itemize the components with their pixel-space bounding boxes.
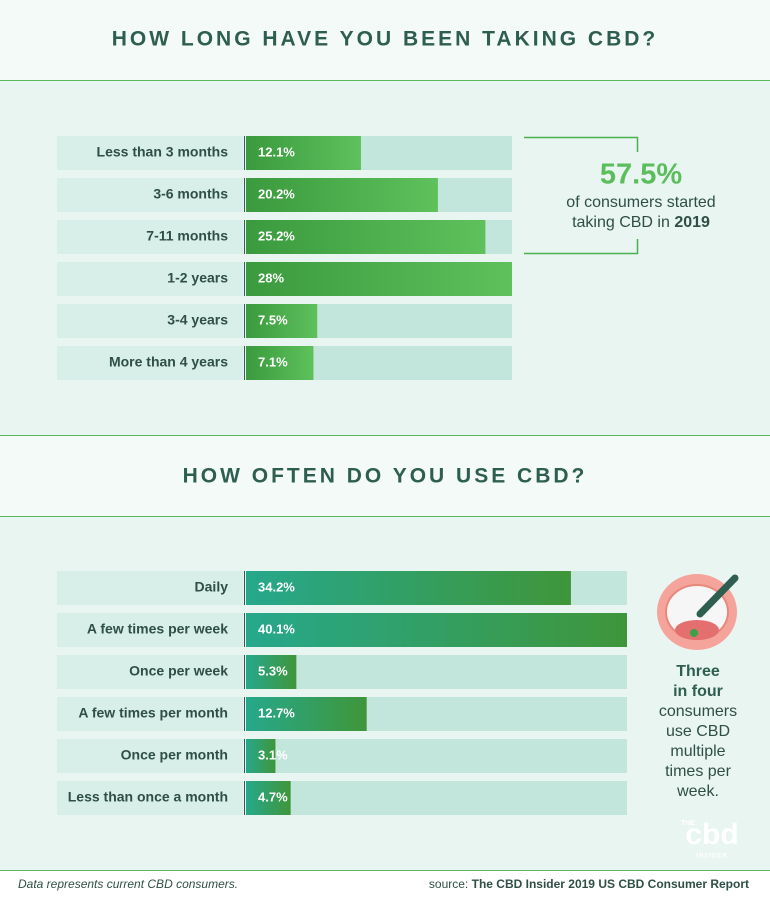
logo-main: cbd (685, 818, 738, 851)
category-label: Once per month (121, 747, 228, 763)
callout-text: of consumers started (566, 194, 715, 211)
bar-track (246, 739, 627, 773)
callout-text: use CBD (666, 723, 730, 740)
value-label: 34.2% (258, 579, 295, 594)
callout-emphasis: Three (676, 663, 720, 680)
label-cell (57, 655, 243, 689)
value-label: 5.3% (258, 663, 288, 678)
footer-bg (0, 870, 770, 899)
category-label: More than 4 years (109, 354, 228, 370)
label-cell (57, 220, 243, 254)
bar (246, 781, 291, 815)
category-label: 3-6 months (153, 186, 228, 202)
callout-emphasis: in four (673, 683, 723, 700)
label-cell (57, 781, 243, 815)
value-label: 7.5% (258, 312, 288, 327)
value-label: 12.1% (258, 144, 295, 159)
bar (246, 571, 571, 605)
bar-track (246, 781, 627, 815)
value-label: 3.1% (258, 747, 288, 762)
bar (246, 346, 314, 380)
header-bg (0, 435, 770, 517)
source-label: source: (429, 877, 468, 891)
bar (246, 304, 318, 338)
chart-title: HOW LONG HAVE YOU BEEN TAKING CBD? (112, 28, 659, 51)
value-label: 28% (258, 270, 284, 285)
category-label: Less than 3 months (97, 144, 229, 160)
label-cell (57, 613, 243, 647)
callout-text: week. (676, 783, 719, 800)
bar (246, 220, 486, 254)
value-label: 25.2% (258, 228, 295, 243)
label-cell (57, 262, 243, 296)
category-label: A few times per month (78, 705, 228, 721)
callout-text: multiple (670, 743, 725, 760)
category-label: Once per week (129, 663, 228, 679)
bar-track (246, 655, 627, 689)
mouth-icon (657, 574, 739, 650)
bar (246, 655, 297, 689)
category-label: 1-2 years (167, 270, 228, 286)
callout-text: consumers (659, 703, 737, 720)
label-cell (57, 304, 243, 338)
callout-line: taking CBD in (572, 214, 670, 231)
bar (246, 739, 276, 773)
value-label: 12.7% (258, 705, 295, 720)
chart-title: HOW OFTEN DO YOU USE CBD? (183, 465, 588, 488)
category-label: 7-11 months (146, 228, 228, 244)
callout-emphasis: 2019 (674, 214, 710, 231)
footer-source: source: The CBD Insider 2019 US CBD Cons… (429, 877, 749, 891)
section-bg (0, 517, 770, 870)
bar (246, 262, 512, 296)
label-cell (57, 178, 243, 212)
label-cell (57, 739, 243, 773)
logo-top: THE (681, 820, 695, 827)
value-label: 40.1% (258, 621, 295, 636)
footer-note: Data represents current CBD consumers. (18, 877, 238, 891)
category-label: 3-4 years (167, 312, 228, 328)
source-name: The CBD Insider 2019 US CBD Consumer Rep… (472, 877, 749, 891)
label-cell (57, 571, 243, 605)
bracket (524, 136, 639, 255)
label-cell (57, 697, 243, 731)
callout-line: of consumers started (566, 194, 715, 211)
logo: THE cbd INSIDER (681, 818, 739, 860)
value-label: 20.2% (258, 186, 295, 201)
label-cell (57, 346, 243, 380)
label-cell (57, 136, 243, 170)
section-bg (0, 80, 770, 435)
bar (246, 178, 438, 212)
bar (246, 136, 361, 170)
bar (246, 613, 627, 647)
category-label: Less than once a month (68, 789, 228, 805)
value-label: 7.1% (258, 354, 288, 369)
value-label: 4.7% (258, 789, 288, 804)
logo-bottom: INSIDER (696, 854, 727, 860)
callout-value: 57.5% (600, 159, 682, 191)
header-bg (0, 0, 770, 80)
bar (246, 697, 367, 731)
category-label: Daily (195, 579, 229, 595)
callout-text: taking CBD in 2019 (572, 214, 710, 231)
category-label: A few times per week (87, 621, 228, 637)
callout-text: times per (665, 763, 731, 780)
